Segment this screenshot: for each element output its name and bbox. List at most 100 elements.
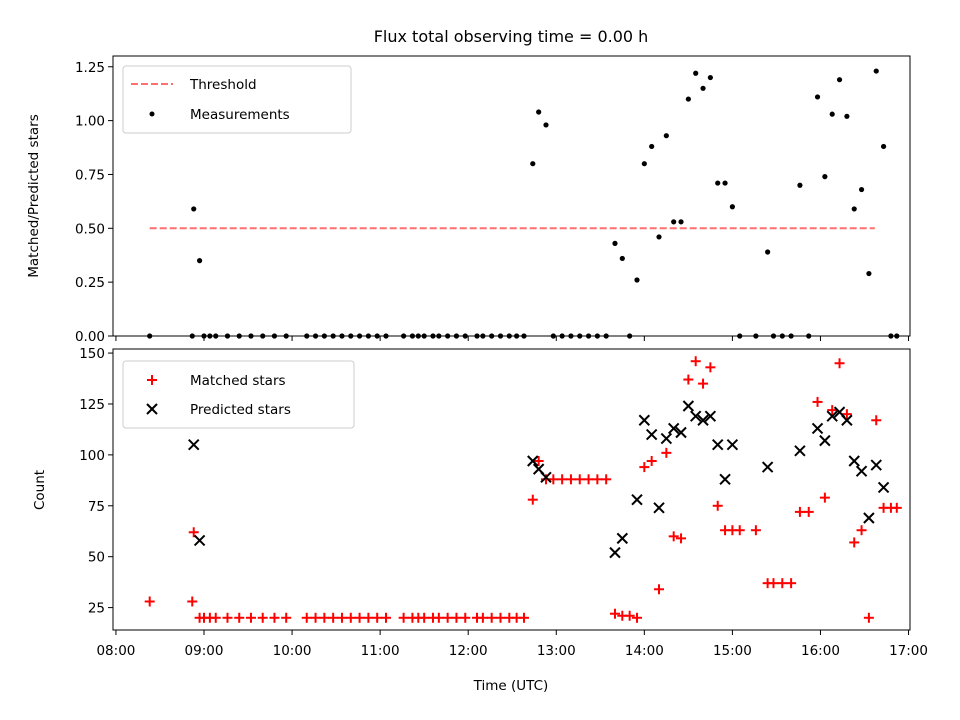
predicted-star-point (689, 410, 702, 422)
matched-star-point (683, 374, 694, 385)
matched-star-point (639, 462, 650, 473)
x-stroke (689, 410, 702, 422)
measurement-point (685, 96, 691, 102)
count-points (144, 356, 902, 623)
measurement-point (207, 333, 213, 339)
matched-star-point (803, 506, 814, 517)
ratio-y-tick-label: 0.50 (75, 221, 105, 237)
matched-star-point (495, 612, 506, 623)
x-stroke (833, 406, 846, 418)
matched-star-point (557, 474, 568, 485)
measurement-point (627, 333, 633, 339)
measurement-point (374, 333, 380, 339)
matched-star-point (257, 612, 268, 623)
x-stroke (855, 465, 868, 477)
x-stroke (667, 422, 680, 435)
matched-star-point (750, 525, 761, 536)
measurement-point (401, 333, 407, 339)
measurement-point (700, 85, 706, 91)
measurement-point (836, 77, 843, 83)
count-x-tick-label: 17:00 (889, 643, 928, 659)
measurement-point (814, 94, 821, 100)
matched-star-point (222, 612, 233, 623)
x-axis-label: Time (UTC) (473, 678, 549, 694)
count-x-tick-label: 14:00 (625, 643, 664, 659)
measurement-point (248, 333, 254, 339)
matched-star-point (676, 533, 687, 544)
measurement-point (321, 333, 327, 339)
matched-star-point (345, 612, 356, 623)
x-stroke (682, 400, 695, 412)
x-stroke (811, 422, 824, 435)
predicted-star-point (660, 432, 673, 445)
matched-star-point (871, 415, 882, 426)
count-x-tick-label: 15:00 (713, 643, 752, 659)
matched-star-point (777, 578, 788, 589)
measurement-point (594, 333, 600, 339)
measurement-point (797, 182, 803, 188)
count-y-tick-label: 150 (79, 346, 105, 362)
x-stroke (877, 481, 890, 494)
x-stroke (870, 459, 882, 471)
count-x-axis: 08:00 09:00 10:00 11:00 12:00 13:00 14:00 15:00… (96, 630, 928, 659)
measurement-point (436, 333, 442, 339)
measurement-point (577, 333, 583, 339)
count-x-tick-label: 11:00 (361, 643, 400, 659)
predicted-star-point (726, 438, 739, 451)
predicted-star-point (848, 455, 860, 467)
measurement-point (330, 333, 336, 339)
matched-star-point (398, 612, 409, 623)
x-stroke (645, 428, 658, 441)
measurement-point (474, 333, 480, 339)
matched-star-point (705, 362, 716, 373)
measurement-point (356, 333, 363, 339)
legend-predicted-swatch (146, 403, 158, 415)
matched-star-point (609, 608, 620, 619)
count-y-axis-label: Count (32, 470, 48, 510)
predicted-star-point (193, 534, 206, 547)
predicted-star-point (863, 512, 875, 524)
measurement-point (829, 111, 835, 117)
predicted-star-point (697, 414, 709, 426)
x-stroke (193, 534, 206, 547)
count-y-tick-label: 25 (88, 601, 105, 617)
count-x-tick-label: 12:00 (449, 643, 488, 659)
predicted-star-point (841, 414, 853, 426)
count-x-tick-label: 13:00 (537, 643, 576, 659)
measurement-point (619, 255, 625, 262)
matched-star-point (310, 612, 321, 623)
x-stroke (794, 445, 806, 457)
matched-star-point (834, 358, 845, 369)
measurement-point (641, 161, 647, 167)
measurement-point (462, 333, 468, 339)
matched-star-point (827, 405, 838, 416)
measurement-point (339, 333, 345, 339)
predicted-star-point (761, 461, 774, 473)
predicted-star-point (188, 438, 200, 451)
measurement-point (873, 68, 879, 74)
x-stroke (697, 414, 709, 426)
matched-star-point (301, 612, 312, 623)
matched-star-point (281, 612, 292, 623)
matched-star-point (768, 578, 779, 589)
count-y-tick-label: 125 (79, 397, 105, 413)
measurement-point (737, 333, 743, 339)
matched-star-point (433, 612, 444, 623)
count-plot-frame (112, 348, 911, 631)
count-legend: Matched stars Predicted stars (122, 360, 355, 429)
measurement-point (770, 333, 777, 339)
predicted-star-point (638, 414, 651, 426)
matched-star-point (631, 612, 642, 623)
measurement-point (693, 70, 699, 76)
measurement-point (304, 333, 310, 339)
legend-threshold-label: Threshold (189, 77, 257, 93)
measurement-point (521, 333, 527, 339)
matched-star-point (354, 612, 365, 623)
matched-star-point (372, 612, 383, 623)
measurement-point (453, 333, 460, 339)
ratio-y-axis-label: Matched/Predicted stars (26, 114, 42, 277)
matched-star-point (518, 612, 529, 623)
ratio-legend: Threshold Measurements (122, 65, 352, 134)
matched-star-point (460, 612, 471, 623)
matched-star-point (668, 531, 679, 542)
